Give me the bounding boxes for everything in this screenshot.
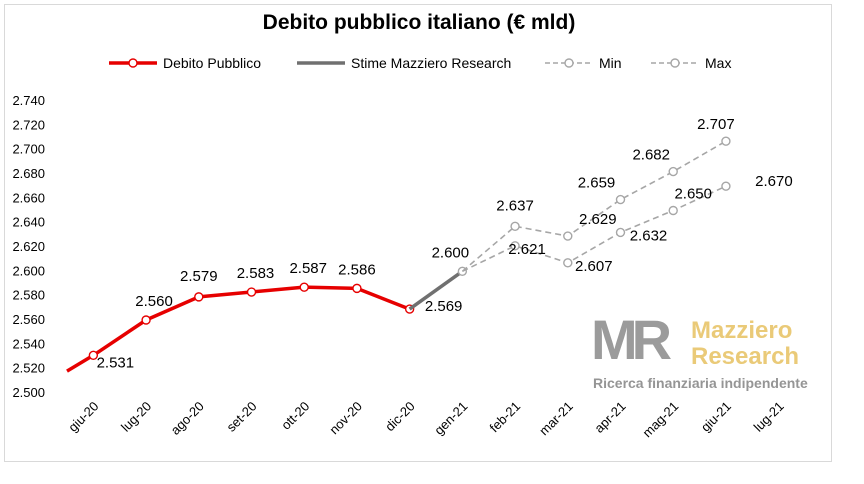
y-tick-label: 2.520 — [12, 361, 45, 376]
y-tick-label: 2.720 — [12, 117, 45, 132]
y-tick-label: 2.740 — [12, 93, 45, 108]
legend-label: Debito Pubblico — [163, 55, 261, 71]
data-point — [668, 205, 678, 216]
x-tick-label: ott-20 — [278, 399, 312, 433]
chart-frame: Debito pubblico italiano (€ mld) 2.500 2.… — [4, 4, 832, 462]
data-point — [510, 221, 520, 232]
x-tick-label: gen-21 — [431, 399, 470, 438]
data-label: 2.586 — [338, 261, 376, 278]
x-tick-label: giu-20 — [65, 399, 101, 435]
legend-marker — [564, 58, 574, 68]
data-label: 2.707 — [697, 116, 735, 133]
logo-name-line1: Mazziero — [691, 317, 793, 344]
data-label: 2.629 — [579, 211, 617, 228]
data-label: 2.560 — [135, 293, 173, 310]
legend-marker — [670, 58, 680, 68]
data-point — [194, 292, 204, 302]
series-line-min — [462, 185, 727, 273]
data-label: 2.682 — [632, 147, 670, 164]
data-point — [141, 315, 151, 325]
y-tick-label: 2.500 — [12, 385, 45, 400]
data-point — [352, 283, 362, 294]
y-tick-label: 2.580 — [12, 288, 45, 303]
data-point — [246, 287, 257, 297]
legend-marker — [128, 58, 138, 68]
x-tick-label: feb-21 — [487, 399, 524, 436]
x-tick-label: apr-21 — [591, 399, 628, 436]
data-point — [563, 231, 573, 241]
y-tick-label: 2.560 — [12, 312, 45, 327]
data-label: 2.621 — [508, 241, 546, 258]
x-tick-label: mar-21 — [536, 399, 576, 439]
data-label: 2.583 — [237, 265, 275, 282]
y-tick-label: 2.680 — [12, 166, 45, 181]
data-point — [88, 350, 99, 360]
x-tick-label: giu-21 — [698, 399, 734, 435]
data-point — [721, 181, 731, 191]
data-label: 2.569 — [425, 298, 463, 315]
chart-title: Debito pubblico italiano (€ mld) — [262, 11, 576, 34]
data-point — [721, 136, 731, 146]
logo-name-line2: Research — [691, 343, 800, 370]
y-tick-label: 2.640 — [12, 215, 45, 230]
logo-mark: MR — [591, 308, 672, 371]
data-point — [299, 282, 309, 292]
x-tick-label: lug-20 — [118, 399, 154, 435]
data-label: 2.650 — [674, 186, 712, 203]
y-tick-label: 2.620 — [12, 239, 45, 254]
legend-label: Min — [599, 55, 622, 71]
line-chart: 2.500 2.520 2.540 2.560 2.580 2.600 2.620 2.640… — [12, 55, 793, 441]
data-label: 2.659 — [578, 175, 616, 192]
data-label: 2.607 — [575, 258, 613, 275]
x-tick-label: ago-20 — [168, 399, 207, 438]
data-point — [615, 194, 626, 205]
data-label: 2.637 — [496, 197, 534, 214]
y-tick-label: 2.600 — [12, 263, 45, 278]
x-tick-label: dic-20 — [382, 399, 418, 435]
logo-tagline: Ricerca finanziaria indipendente — [593, 375, 808, 391]
x-tick-label: mag-21 — [640, 399, 682, 441]
data-label: 2.531 — [97, 354, 135, 371]
series-line-max — [461, 140, 727, 272]
legend-label: Stime Mazziero Research — [351, 55, 511, 71]
data-point — [510, 241, 520, 251]
x-tick-label: nov-20 — [326, 399, 365, 438]
data-label: 2.670 — [755, 173, 793, 190]
mazziero-research-logo: MR Mazziero Research Ricerca finanziaria… — [591, 308, 811, 397]
y-tick-label: 2.660 — [12, 190, 45, 205]
y-tick-label: 2.700 — [12, 142, 45, 157]
y-tick-label: 2.540 — [12, 336, 45, 351]
data-point — [563, 258, 573, 268]
x-tick-label: set-20 — [223, 399, 259, 435]
series-line-debito-pubblico — [66, 285, 411, 373]
legend-label: Max — [705, 55, 731, 71]
data-label: 2.632 — [630, 227, 668, 244]
x-tick-label: lug-21 — [751, 399, 787, 435]
data-point — [615, 227, 626, 238]
data-label: 2.600 — [432, 244, 470, 261]
data-label: 2.579 — [180, 268, 218, 285]
data-point — [668, 166, 678, 177]
data-label: 2.587 — [289, 260, 327, 277]
series-line-stime-mazziero-research — [408, 269, 464, 311]
